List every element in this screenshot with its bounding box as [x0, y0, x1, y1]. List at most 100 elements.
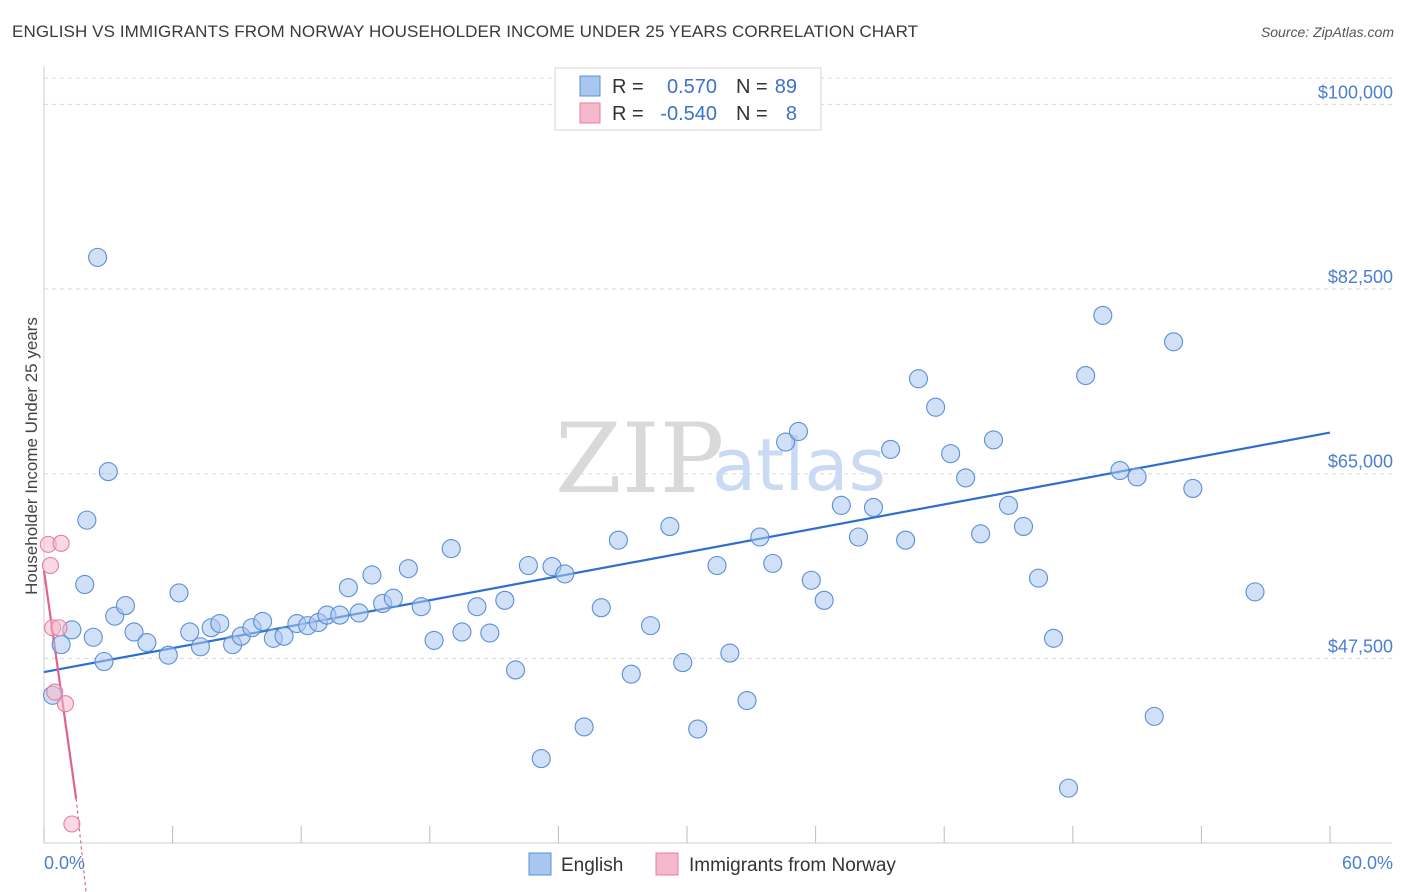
data-point-english [411, 597, 431, 617]
data-point-english [98, 462, 118, 482]
legend-swatch-english [579, 75, 601, 97]
data-point-english [158, 645, 178, 665]
y-axis-label: Householder Income Under 25 years [22, 317, 41, 595]
data-point-english [941, 444, 961, 464]
data-point-english [673, 653, 693, 673]
data-point-english [349, 603, 369, 623]
data-point-english [398, 559, 418, 579]
data-point-english [776, 432, 796, 452]
data-point-english [763, 553, 783, 573]
x-tick-label-min: 0.0% [44, 853, 85, 873]
data-point-english [956, 468, 976, 488]
data-point-english [137, 632, 157, 653]
data-point-english [1058, 778, 1079, 798]
data-point-english [998, 495, 1019, 515]
data-point-english [908, 369, 929, 389]
data-point-english [210, 613, 230, 634]
chart-title: ENGLISH VS IMMIGRANTS FROM NORWAY HOUSEH… [12, 22, 919, 41]
x-tick-label-max: 60.0% [1342, 853, 1393, 873]
data-point-english [94, 651, 114, 672]
data-point-english [814, 590, 834, 610]
data-point-english [495, 590, 515, 610]
bottom-legend-norway: Immigrants from Norway [689, 855, 896, 876]
bottom-legend-swatch-english [528, 852, 552, 876]
trend-line-norway-extension [75, 798, 87, 892]
data-point-english [1144, 706, 1164, 726]
source-credit: Source: ZipAtlas.com [1260, 24, 1394, 40]
data-point-english [971, 524, 991, 544]
data-point-english [720, 643, 740, 663]
axes-layer [43, 66, 1392, 844]
legend-box: R = 0.570 N = 89 R = -0.540 N = 8 [554, 67, 822, 131]
data-point-english [881, 439, 901, 459]
y-tick-label: $82,500 [1328, 267, 1393, 287]
data-point-english [253, 611, 273, 631]
data-point-english [330, 605, 350, 625]
data-point-norway [46, 683, 64, 701]
y-tick-label: $65,000 [1328, 452, 1393, 472]
data-point-english [75, 574, 95, 595]
data-point-english [480, 623, 500, 643]
data-point-english [1245, 582, 1265, 602]
legend-r-value: -0.540 [660, 103, 717, 125]
data-point-english [1013, 516, 1034, 536]
data-point-english [1110, 460, 1130, 481]
data-point-english [1076, 366, 1096, 386]
data-point-english [555, 564, 575, 584]
data-point-english [707, 555, 727, 576]
data-point-english [621, 664, 641, 684]
bottom-legend: English Immigrants from Norway [528, 852, 896, 876]
data-point-english [441, 539, 461, 559]
legend-n-label: N = [736, 76, 768, 98]
data-point-english [801, 570, 821, 590]
data-point-english [688, 719, 708, 739]
watermark: ZIP atlas [555, 403, 886, 515]
data-point-english [531, 749, 551, 769]
data-point-english [896, 530, 916, 550]
data-point-english [77, 510, 97, 530]
data-point-english [574, 717, 594, 737]
data-point-english [591, 598, 611, 618]
data-point-english [1043, 628, 1064, 648]
legend-n-value: 8 [786, 103, 797, 125]
data-point-english [1028, 568, 1049, 588]
data-point-english [737, 691, 757, 711]
data-point-english [660, 516, 680, 536]
bottom-legend-english: English [561, 855, 623, 876]
data-point-english [831, 495, 851, 515]
data-point-english [124, 622, 144, 642]
data-point-english [926, 397, 946, 417]
data-point-english [750, 527, 770, 547]
data-point-english [983, 430, 1004, 450]
legend-swatch-norway [579, 102, 601, 124]
data-point-english [1127, 467, 1147, 487]
data-point-english [424, 630, 444, 650]
data-point-norway [50, 619, 68, 637]
data-point-english [169, 583, 189, 603]
y-tick-label: $47,500 [1328, 636, 1393, 656]
data-point-english [338, 578, 358, 598]
legend-r-value: 0.570 [667, 76, 717, 98]
data-point-english [362, 565, 382, 585]
data-point-english [180, 622, 200, 642]
data-point-english [788, 421, 809, 442]
legend-r-label: R = [612, 103, 644, 125]
data-point-norway [56, 695, 74, 713]
data-point-english [863, 497, 884, 518]
data-points [39, 247, 1265, 833]
data-point-english [518, 555, 538, 576]
data-point-english [505, 660, 526, 680]
bottom-legend-swatch-norway [655, 852, 679, 876]
data-point-english [1183, 478, 1203, 499]
data-point-english [274, 626, 294, 646]
watermark-zip: ZIP [555, 403, 724, 515]
data-point-english [383, 588, 403, 608]
data-point-english [641, 616, 661, 636]
data-point-english [452, 622, 472, 642]
y-tick-label: $100,000 [1318, 82, 1393, 102]
data-point-english [83, 627, 103, 647]
data-point-english [115, 596, 135, 616]
data-point-english [190, 637, 211, 657]
trend-line-norway [42, 570, 78, 799]
